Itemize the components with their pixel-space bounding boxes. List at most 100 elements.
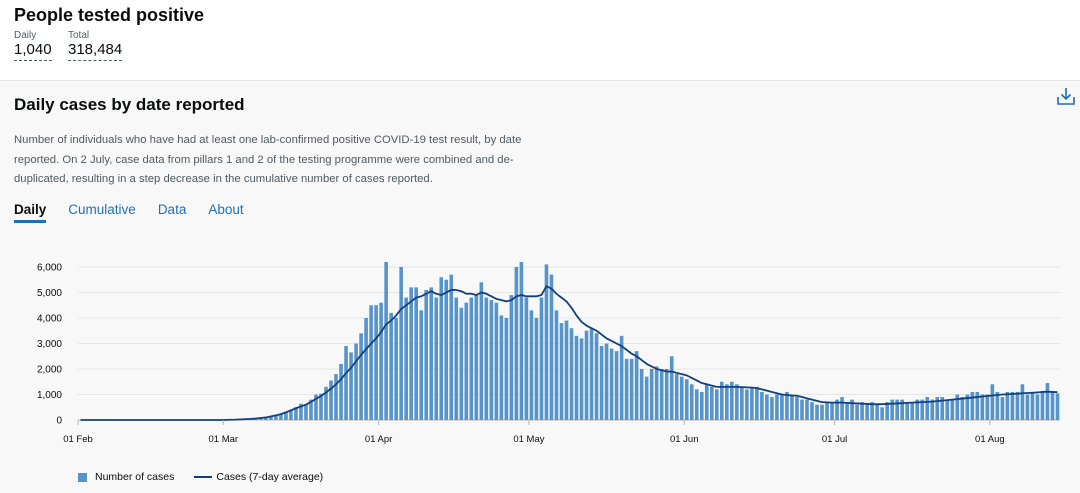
case-bar xyxy=(740,387,744,420)
case-bar xyxy=(434,298,438,420)
case-bar xyxy=(760,392,764,420)
case-bar xyxy=(755,387,759,420)
case-bar xyxy=(665,369,669,420)
case-bar xyxy=(1026,395,1030,421)
chart-tabs: Daily Cumulative Data About xyxy=(14,202,266,223)
total-value[interactable]: 318,484 xyxy=(68,41,122,61)
case-bar xyxy=(775,395,779,421)
case-bar xyxy=(710,387,714,420)
case-bar xyxy=(670,356,674,420)
case-bar xyxy=(525,298,529,420)
daily-label: Daily xyxy=(14,30,52,41)
case-bar xyxy=(384,262,388,420)
case-bar xyxy=(334,374,338,420)
case-bar xyxy=(560,323,564,420)
case-bar xyxy=(705,384,709,420)
case-bar xyxy=(845,402,849,420)
case-bar xyxy=(685,379,689,420)
headline-title: People tested positive xyxy=(14,5,204,26)
case-bar xyxy=(404,298,408,420)
case-bar xyxy=(675,374,679,420)
case-bar xyxy=(530,310,534,420)
case-bar xyxy=(630,359,634,420)
case-bar xyxy=(379,303,383,420)
case-bar xyxy=(369,305,373,420)
case-bar xyxy=(344,346,348,420)
tab-daily[interactable]: Daily xyxy=(14,202,46,223)
case-bar xyxy=(945,400,949,420)
case-bar xyxy=(555,310,559,420)
case-bar xyxy=(394,318,398,420)
case-bar xyxy=(780,395,784,421)
case-bar xyxy=(605,344,609,421)
case-bar xyxy=(600,346,604,420)
download-icon[interactable] xyxy=(1056,86,1076,106)
case-bar xyxy=(399,267,403,420)
tab-data[interactable]: Data xyxy=(158,202,187,223)
case-bar xyxy=(485,298,489,420)
case-bar xyxy=(865,405,869,420)
card-description: Number of individuals who have had at le… xyxy=(14,131,534,190)
case-bar xyxy=(444,280,448,420)
legend-bar-swatch xyxy=(78,473,87,482)
case-bar xyxy=(750,387,754,420)
case-bar xyxy=(971,392,975,420)
case-bar xyxy=(860,402,864,420)
case-bar xyxy=(981,395,985,421)
case-bar xyxy=(815,405,819,420)
case-bar xyxy=(735,384,739,420)
case-bar xyxy=(986,395,990,421)
case-bar xyxy=(620,336,624,420)
x-tick-label: 01 Jun xyxy=(670,434,699,445)
y-tick-label: 1,000 xyxy=(37,390,62,401)
y-tick-label: 3,000 xyxy=(37,339,62,350)
case-bar xyxy=(409,287,413,420)
case-bar xyxy=(1011,392,1015,420)
case-bar xyxy=(610,349,614,420)
chart-card: Daily cases by date reported Number of i… xyxy=(0,80,1080,493)
case-bar xyxy=(830,402,834,420)
legend-line-swatch xyxy=(194,476,212,478)
case-bar xyxy=(905,402,909,420)
case-bar xyxy=(595,333,599,420)
case-bar xyxy=(635,351,639,420)
y-tick-label: 6,000 xyxy=(37,263,62,274)
case-bar xyxy=(1021,384,1025,420)
case-bar xyxy=(505,318,509,420)
case-bar xyxy=(515,267,519,420)
case-bar xyxy=(805,400,809,420)
case-bar xyxy=(700,392,704,420)
case-bar xyxy=(615,351,619,420)
daily-value[interactable]: 1,040 xyxy=(14,41,52,61)
case-bar xyxy=(540,298,544,420)
total-stat: Total 318,484 xyxy=(68,30,122,61)
case-bar xyxy=(880,407,884,420)
case-bar xyxy=(590,328,594,420)
case-bar xyxy=(1006,392,1010,420)
case-bar xyxy=(680,377,684,420)
case-bar xyxy=(414,287,418,420)
case-bar xyxy=(1056,393,1060,420)
case-bar xyxy=(520,262,524,420)
case-bar xyxy=(996,392,1000,420)
case-bar xyxy=(1041,392,1045,420)
case-bar xyxy=(459,308,463,420)
case-bar xyxy=(1001,397,1005,420)
case-bar xyxy=(374,305,378,420)
case-bar xyxy=(480,282,484,420)
case-bar xyxy=(470,298,474,420)
tab-about[interactable]: About xyxy=(208,202,243,223)
case-bar xyxy=(419,310,423,420)
case-bar xyxy=(855,405,859,420)
tab-cumulative[interactable]: Cumulative xyxy=(68,202,136,223)
y-tick-label: 0 xyxy=(56,416,62,427)
x-tick-label: 01 May xyxy=(513,434,544,445)
x-tick-label: 01 Jul xyxy=(822,434,847,445)
case-bar xyxy=(1046,383,1050,420)
case-bar xyxy=(991,384,995,420)
x-tick-label: 01 Apr xyxy=(365,434,392,445)
total-label: Total xyxy=(68,30,122,41)
case-bar xyxy=(715,389,719,420)
case-bar xyxy=(439,277,443,420)
